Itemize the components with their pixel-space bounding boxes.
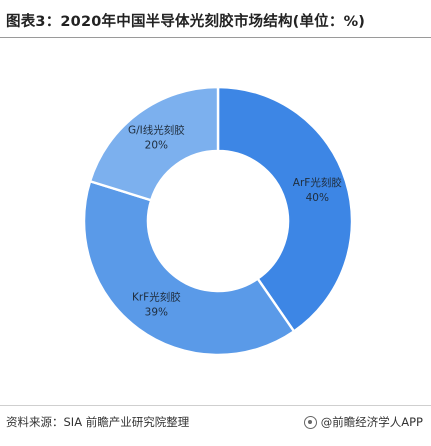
slice-category-label-1: ArF光刻胶 bbox=[293, 176, 343, 189]
brand-mark: @前瞻经济学人APP bbox=[303, 414, 423, 430]
slice-value-label-3: 20% bbox=[145, 139, 168, 151]
donut-slice-2 bbox=[82, 179, 296, 357]
source-note: 资料来源：SIA 前瞻产业研究院整理 bbox=[6, 415, 190, 429]
chart-title: 图表3：2020年中国半导体光刻胶市场结构(单位：%) bbox=[6, 14, 366, 30]
brand-text: @前瞻经济学人APP bbox=[320, 415, 423, 429]
slice-category-label-3: G/I线光刻胶 bbox=[128, 123, 185, 136]
slice-value-label-2: 39% bbox=[145, 307, 168, 319]
donut-slice-1 bbox=[216, 85, 354, 334]
donut-slices bbox=[82, 85, 354, 357]
footer-divider bbox=[0, 405, 431, 406]
slice-category-label-2: KrF光刻胶 bbox=[132, 291, 181, 304]
slice-labels: ArF光刻胶 40% KrF光刻胶 39% G/I线光刻胶 20% bbox=[128, 123, 342, 318]
donut-slice-3 bbox=[88, 85, 220, 202]
brand-logo-icon bbox=[303, 415, 317, 429]
title-divider bbox=[0, 37, 431, 38]
slice-value-label-1: 40% bbox=[306, 192, 329, 204]
